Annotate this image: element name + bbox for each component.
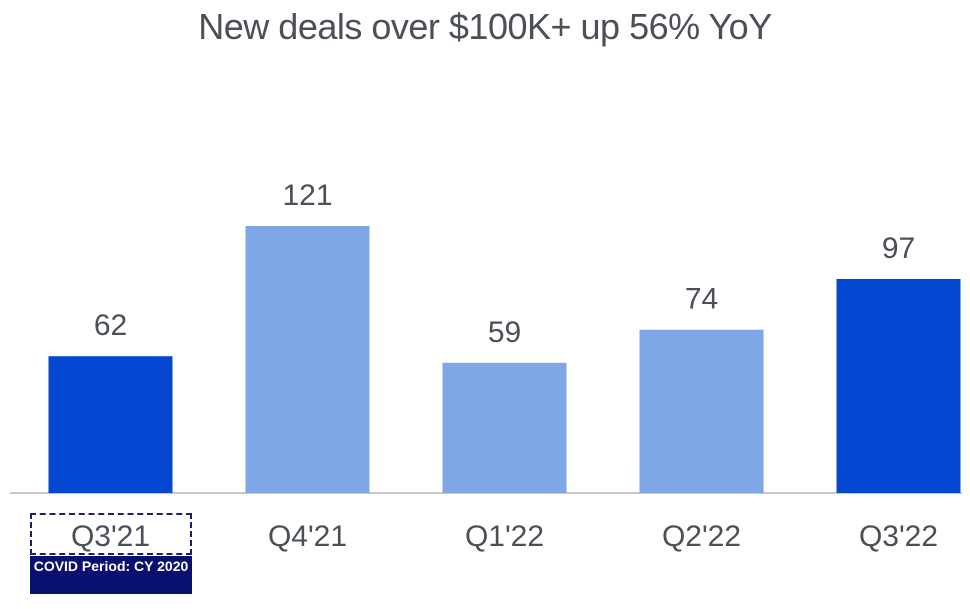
x-tick-label: Q3'22	[859, 520, 938, 553]
x-tick-label: Q1'22	[465, 520, 544, 553]
covid-annotation: COVID Period: CY 2020	[30, 556, 192, 594]
data-label: 59	[488, 316, 521, 349]
chart-title: New deals over $100K+ up 56% YoY	[198, 6, 772, 47]
x-tick-label: Q4'21	[268, 520, 347, 553]
data-label: 74	[685, 283, 718, 316]
bar	[442, 362, 567, 493]
covid-highlight-box	[30, 513, 192, 555]
data-label: 121	[282, 179, 332, 212]
bar	[639, 329, 764, 493]
data-label: 62	[94, 309, 127, 342]
data-label: 97	[882, 232, 915, 265]
bar	[245, 226, 370, 493]
bar	[48, 356, 173, 493]
x-tick-label: Q2'22	[662, 520, 741, 553]
x-tick-label: Q3'21	[71, 520, 150, 553]
bar	[836, 278, 961, 493]
